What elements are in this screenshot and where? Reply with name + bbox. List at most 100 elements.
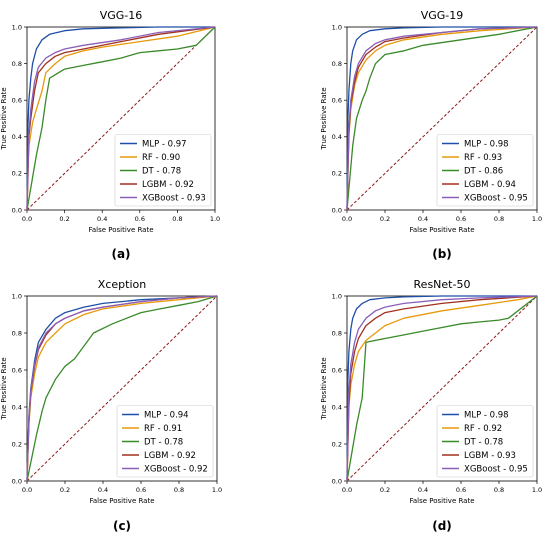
legend-label-lgbm: LGBM - 0.93 — [464, 451, 516, 461]
roc-line-mlp — [346, 295, 537, 482]
legend-label-xgboost: XGBoost - 0.92 — [144, 465, 208, 475]
x-tick-label: 0.6 — [135, 215, 145, 223]
y-tick-label: 0.0 — [12, 477, 22, 485]
roc-line-rf — [346, 295, 538, 482]
chart-title: VGG-19 — [421, 9, 464, 22]
y-tick-label: 0.8 — [12, 329, 22, 337]
x-tick-label: 0.2 — [380, 215, 390, 223]
chart-title: ResNet-50 — [414, 278, 471, 291]
chance-diagonal — [26, 26, 216, 211]
x-axis-label: False Positive Rate — [409, 497, 474, 505]
roc-line-xgboost — [26, 295, 218, 482]
x-tick-label: 0.4 — [418, 486, 428, 494]
y-tick-label: 0.6 — [332, 97, 342, 105]
x-tick-label: 1.0 — [210, 215, 220, 223]
x-tick-label: 0.8 — [494, 215, 504, 223]
chart-panel-4: ResNet-50 0.0 0.2 0.4 0.6 0.8 1.0 0.0 0.2 0.4 0.6 0… — [320, 278, 542, 505]
y-axis-label: True Positive Rate — [320, 87, 328, 150]
x-tick-label: 0.4 — [418, 215, 428, 223]
x-tick-label: 1.0 — [532, 215, 542, 223]
roc-line-mlp — [346, 26, 537, 211]
legend-label-lgbm: LGBM - 0.92 — [142, 180, 194, 190]
y-tick-label: 0.2 — [332, 440, 342, 448]
roc-line-lgbm — [346, 295, 538, 482]
panel-caption: (a) — [111, 247, 130, 261]
roc-line-dt — [26, 295, 218, 482]
chance-diagonal — [346, 295, 538, 482]
y-axis-label: True Positive Rate — [0, 87, 8, 150]
x-axis-label: False Positive Rate — [89, 497, 154, 505]
y-tick-label: 0.2 — [12, 170, 22, 178]
x-tick-label: 0.2 — [59, 215, 69, 223]
roc-line-rf — [26, 26, 216, 211]
roc-line-dt — [26, 26, 216, 211]
y-tick-label: 0.8 — [12, 60, 22, 68]
y-tick-label: 0.8 — [332, 329, 342, 337]
x-tick-label: 0.4 — [98, 486, 108, 494]
x-tick-label: 0.2 — [60, 486, 70, 494]
legend-label-lgbm: LGBM - 0.92 — [144, 451, 196, 461]
x-tick-label: 0.2 — [380, 486, 390, 494]
plot-frame — [26, 295, 218, 482]
y-tick-label: 0.4 — [12, 403, 22, 411]
y-tick-label: 0.2 — [332, 170, 342, 178]
legend-label-rf: RF - 0.91 — [144, 424, 182, 434]
y-tick-label: 1.0 — [332, 23, 342, 31]
roc-line-dt — [346, 295, 538, 482]
x-tick-label: 0.0 — [342, 486, 352, 494]
legend-label-xgboost: XGBoost - 0.95 — [464, 465, 528, 475]
legend-label-mlp: MLP - 0.98 — [464, 140, 509, 150]
roc-line-dt — [346, 26, 538, 211]
y-axis-label: True Positive Rate — [320, 357, 328, 420]
chart-panel-3: Xception 0.0 0.2 0.4 0.6 0.8 1.0 0.0 0.2 0.4 0.6 0.… — [0, 278, 222, 505]
y-tick-label: 0.0 — [332, 206, 342, 214]
roc-line-lgbm — [26, 26, 216, 211]
x-tick-label: 0.8 — [172, 215, 182, 223]
y-tick-label: 0.6 — [332, 366, 342, 374]
chart-title: VGG-16 — [100, 9, 143, 22]
legend-label-mlp: MLP - 0.94 — [144, 411, 189, 421]
x-tick-label: 0.6 — [456, 215, 466, 223]
y-tick-label: 0.0 — [12, 206, 22, 214]
panel-caption: (d) — [432, 519, 452, 533]
legend-label-xgboost: XGBoost - 0.95 — [464, 194, 528, 204]
x-axis-label: False Positive Rate — [409, 226, 474, 234]
x-tick-label: 0.0 — [22, 486, 32, 494]
y-tick-label: 1.0 — [332, 292, 342, 300]
legend-label-dt: DT - 0.78 — [142, 167, 181, 177]
chart-panel-2: VGG-19 0.0 0.2 0.4 0.6 0.8 1.0 0.0 0.2 0.4 0.6 0.8 1… — [320, 9, 542, 234]
y-tick-label: 1.0 — [12, 292, 22, 300]
roc-line-xgboost — [346, 26, 538, 211]
legend-label-xgboost: XGBoost - 0.93 — [142, 194, 206, 204]
x-tick-label: 0.0 — [22, 215, 32, 223]
roc-line-xgboost — [26, 26, 216, 211]
legend-label-mlp: MLP - 0.97 — [142, 140, 187, 150]
panel-caption: (b) — [432, 247, 452, 261]
y-tick-label: 0.0 — [332, 477, 342, 485]
x-tick-label: 0.6 — [136, 486, 146, 494]
x-tick-label: 0.8 — [174, 486, 184, 494]
x-tick-label: 1.0 — [532, 486, 542, 494]
y-tick-label: 0.2 — [12, 440, 22, 448]
chart-panel-1: VGG-16 0.0 0.2 0.4 0.6 0.8 1.0 0.0 0.2 0.4 0.6 0.8 1… — [0, 9, 220, 234]
y-tick-label: 0.6 — [12, 97, 22, 105]
y-axis-label: True Positive Rate — [0, 357, 8, 420]
panel-caption: (c) — [113, 519, 131, 533]
legend-label-lgbm: LGBM - 0.94 — [464, 180, 516, 190]
x-tick-label: 0.0 — [342, 215, 352, 223]
y-tick-label: 0.4 — [332, 133, 342, 141]
legend-label-rf: RF - 0.93 — [464, 153, 502, 163]
chance-diagonal — [346, 26, 538, 211]
plot-frame — [26, 26, 216, 211]
x-axis-label: False Positive Rate — [88, 226, 153, 234]
chance-diagonal — [26, 295, 218, 482]
legend-box — [436, 405, 534, 478]
legend-label-mlp: MLP - 0.98 — [464, 411, 509, 421]
x-tick-label: 1.0 — [212, 486, 222, 494]
legend-box — [114, 134, 212, 207]
y-tick-label: 1.0 — [12, 23, 22, 31]
x-tick-label: 0.4 — [97, 215, 107, 223]
legend-box — [116, 405, 214, 478]
